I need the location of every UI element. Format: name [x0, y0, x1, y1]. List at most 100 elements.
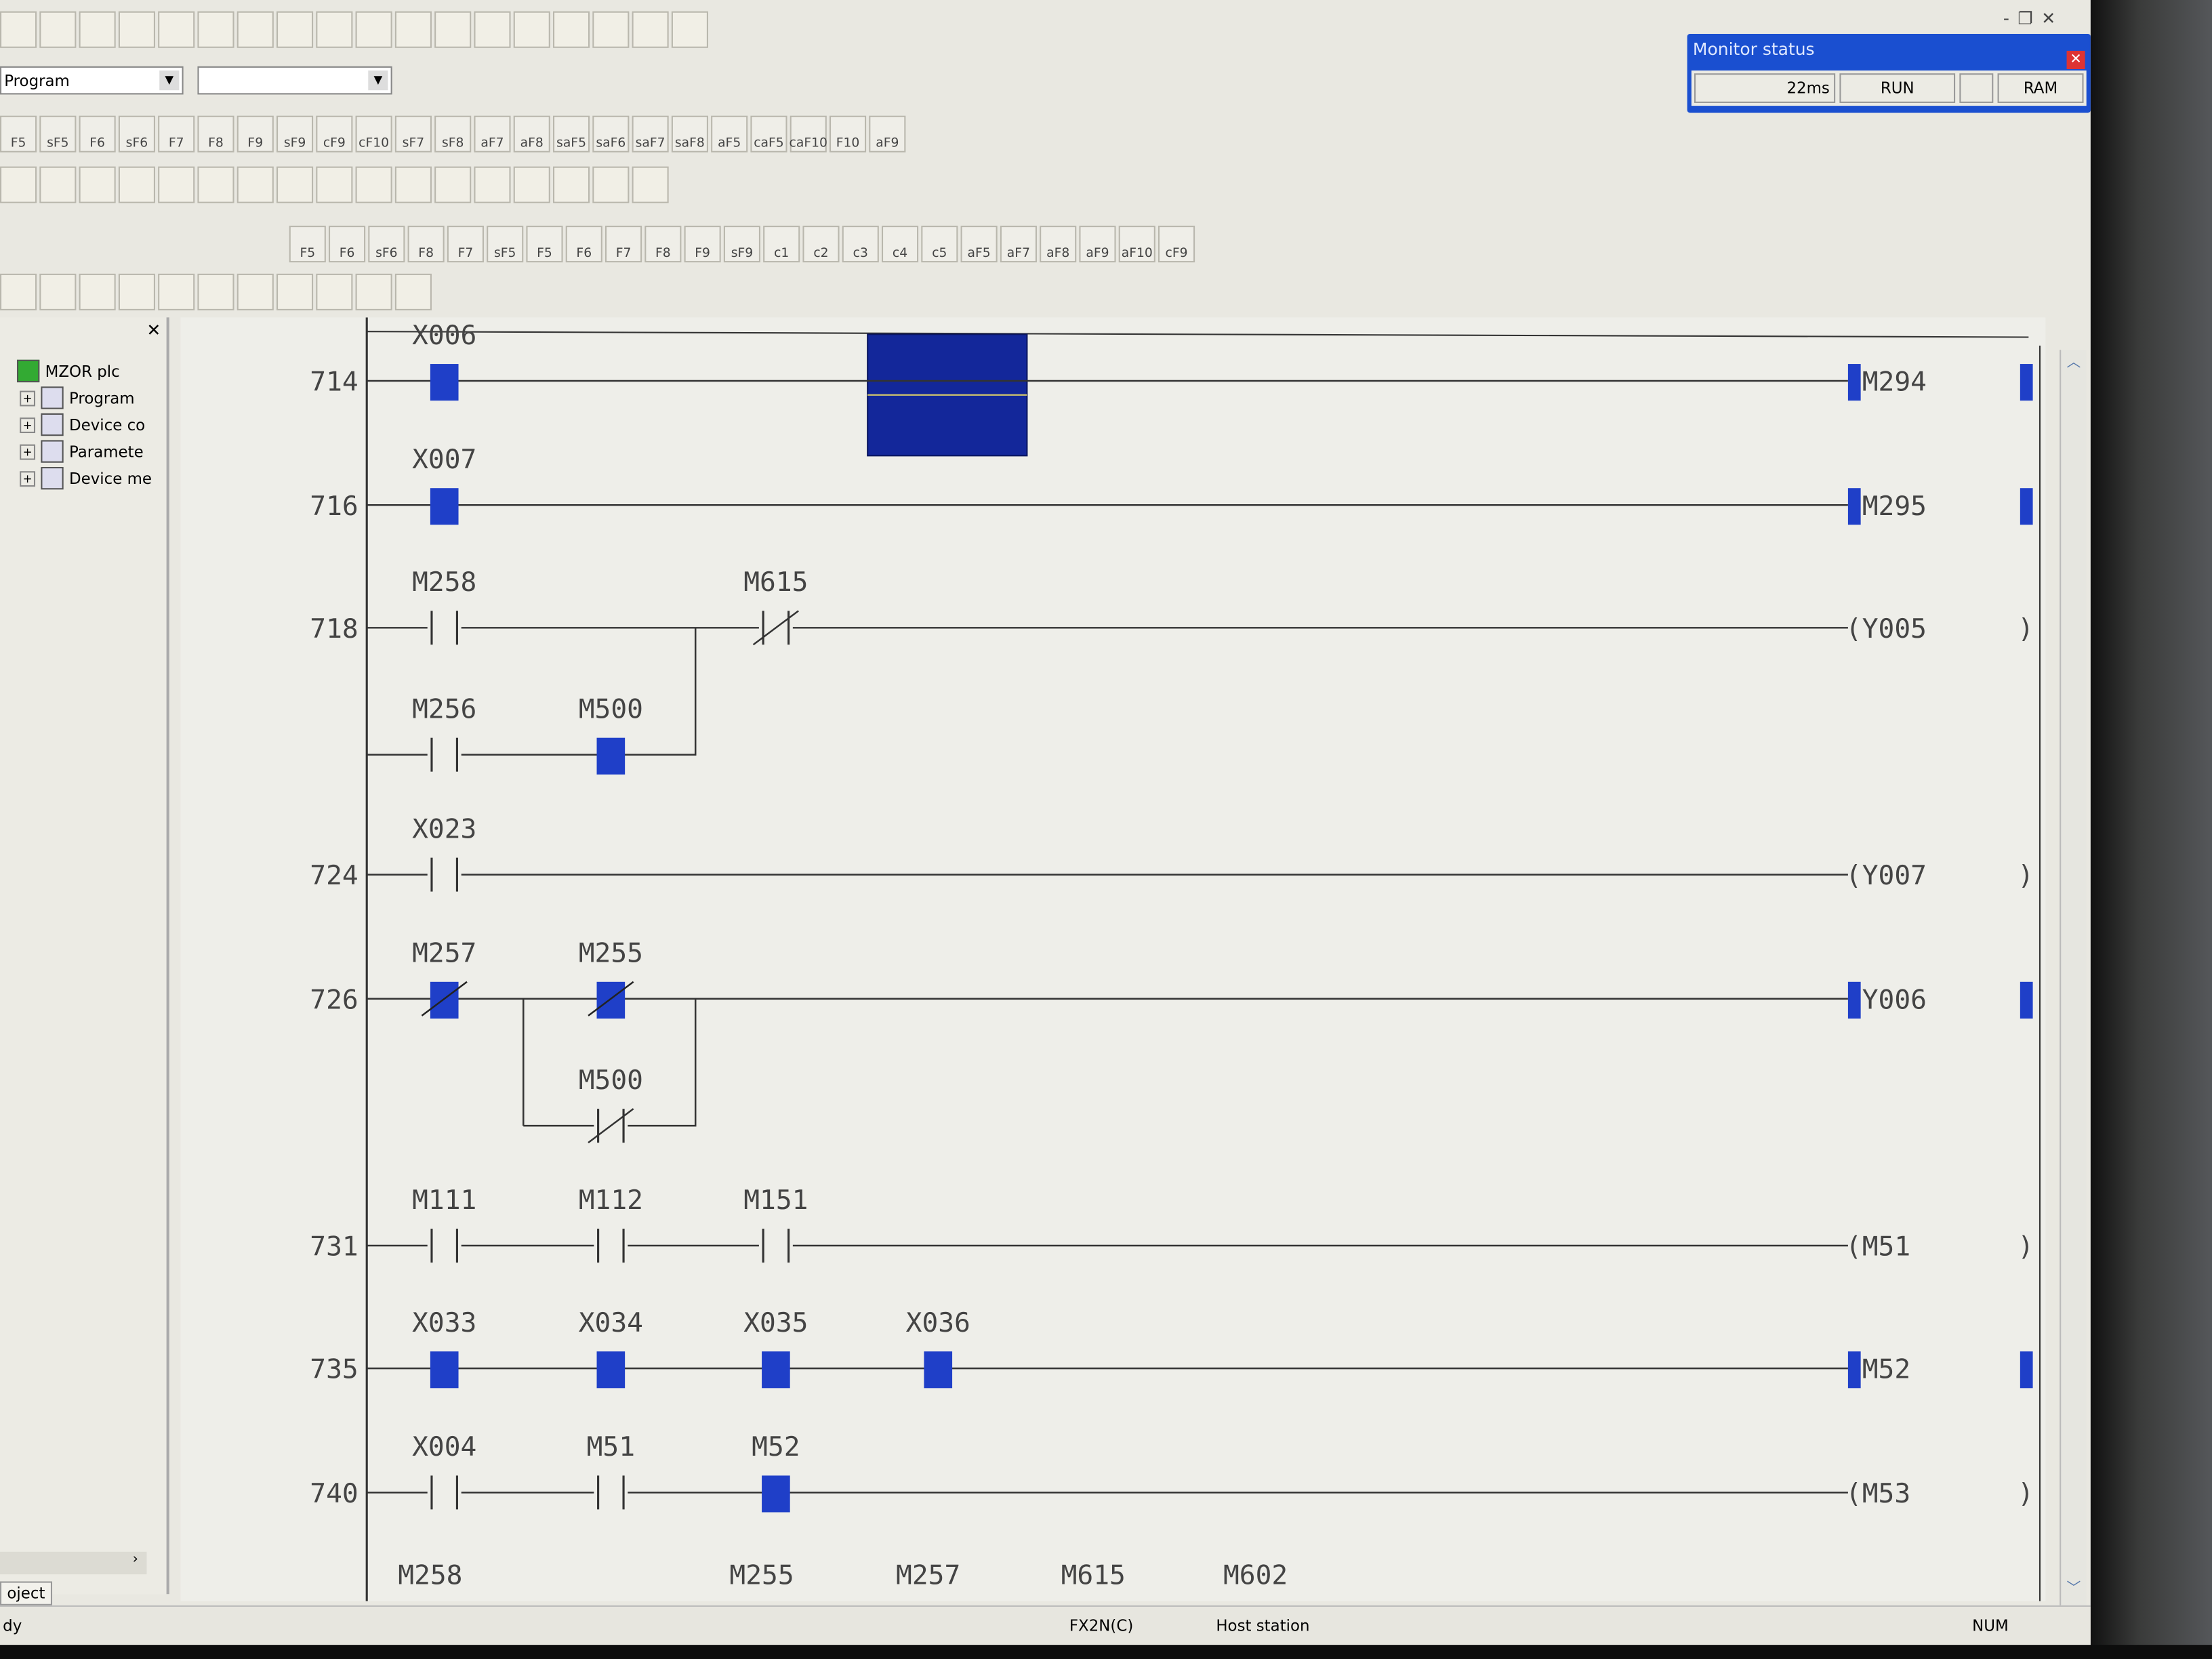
coil-m295-on[interactable] [1847, 488, 1861, 525]
ladder-tool-caf5[interactable]: caF5 [750, 115, 787, 152]
ladder-tool-cf10[interactable]: cF10 [355, 115, 392, 152]
expand-icon[interactable]: + [20, 417, 36, 433]
statement-icon[interactable] [118, 166, 155, 203]
contact-x036-on[interactable] [924, 1351, 953, 1389]
device-test-icon[interactable] [474, 166, 511, 203]
close-icon[interactable]: ✕ [146, 320, 161, 340]
ladder-tool-f6[interactable]: F6 [79, 115, 116, 152]
block-select[interactable]: ▼ [197, 66, 392, 95]
ladder-mode-icon[interactable] [0, 166, 37, 203]
monitor-write-icon[interactable] [355, 166, 392, 203]
tree-hscrollbar[interactable]: › [0, 1551, 147, 1575]
tree-root[interactable]: MZOR plc [16, 359, 120, 383]
window-controls[interactable]: -❐✕ [2003, 8, 2064, 28]
ladder-tool-sf7[interactable]: sF7 [394, 115, 432, 152]
ladder-diagram[interactable]: 714 X006 M294 716 X007 M295 718 M258 M615 M256 M50… [180, 317, 2045, 1601]
contact-m500-on[interactable] [596, 737, 626, 775]
ladder-tool-f10[interactable]: F10 [829, 115, 867, 152]
minimize-button[interactable]: - [2003, 8, 2018, 28]
contact-m257-on[interactable] [430, 981, 459, 1019]
ladder-tool-f8[interactable]: F8 [644, 226, 682, 263]
batch-icon[interactable] [316, 166, 353, 203]
ladder-tool-af10[interactable]: aF10 [1118, 226, 1155, 263]
monitor-start-icon[interactable] [671, 11, 708, 48]
contact-x035-on[interactable] [762, 1351, 790, 1389]
ladder-tool-f8[interactable]: F8 [407, 226, 445, 263]
close-icon[interactable]: ✕ [2066, 50, 2085, 69]
new-icon[interactable] [0, 11, 37, 48]
tree-item-device-comment[interactable]: + Device co [20, 413, 145, 436]
contact-x023[interactable] [427, 857, 462, 892]
find-device-icon[interactable] [394, 11, 432, 48]
chevron-up-icon[interactable]: ︿ [2066, 355, 2081, 371]
contact-x033-on[interactable] [430, 1351, 459, 1389]
find-icon[interactable] [355, 11, 392, 48]
cross-ref-icon[interactable] [276, 166, 314, 203]
close-button[interactable]: ✕ [2041, 8, 2064, 28]
ladder-tool-sf9[interactable]: sF9 [723, 226, 760, 263]
zoom-out-icon[interactable] [592, 11, 630, 48]
coil-y006-on[interactable] [1847, 981, 1861, 1019]
jump-icon[interactable] [79, 273, 116, 310]
find-instruction-icon[interactable] [434, 11, 472, 48]
contact-m51[interactable] [594, 1475, 628, 1510]
cut-icon[interactable] [158, 11, 195, 48]
ladder-tool-f7[interactable]: F7 [605, 226, 642, 263]
copy-icon[interactable] [197, 11, 234, 48]
ladder-tool-f5[interactable]: F5 [526, 226, 563, 263]
ladder-tool-sf8[interactable]: sF8 [434, 115, 472, 152]
replace-icon[interactable] [118, 273, 155, 310]
ladder-tool-cf9[interactable]: cF9 [1158, 226, 1195, 263]
ladder-tool-sf9[interactable]: sF9 [276, 115, 314, 152]
ladder-tool-f5[interactable]: F5 [289, 226, 326, 263]
entry-icon[interactable] [394, 166, 432, 203]
tree-item-program[interactable]: + Program [20, 386, 135, 409]
comment-edit-icon[interactable] [434, 166, 472, 203]
open-icon[interactable] [39, 11, 77, 48]
ladder-tool-sf5[interactable]: sF5 [39, 115, 77, 152]
coil-m52-on[interactable] [1847, 1351, 1861, 1389]
ladder-tool-sf6[interactable]: sF6 [368, 226, 405, 263]
ladder-tool-f8[interactable]: F8 [197, 115, 234, 152]
ladder-tool-c4[interactable]: c4 [882, 226, 919, 263]
read-mode-icon[interactable] [197, 273, 234, 310]
edit-icon[interactable] [158, 273, 195, 310]
ladder-tool-af8[interactable]: aF8 [1040, 226, 1077, 263]
contact-m52-on[interactable] [762, 1475, 790, 1513]
contact-x006-on[interactable] [430, 364, 459, 401]
ladder-tool-af9[interactable]: aF9 [1079, 226, 1116, 263]
step-in-icon[interactable] [0, 273, 37, 310]
project-tab[interactable]: oject [0, 1581, 52, 1605]
ladder-tool-f5[interactable]: F5 [0, 115, 37, 152]
ladder-editor[interactable]: 714 X006 M294 716 X007 M295 718 M258 M615 M256 M50… [180, 317, 2046, 1601]
search-device-icon[interactable] [237, 166, 274, 203]
ladder-tool-f9[interactable]: F9 [237, 115, 274, 152]
monitor-icon[interactable] [632, 11, 669, 48]
print-icon[interactable] [118, 11, 155, 48]
expand-icon[interactable]: + [20, 470, 36, 487]
ladder-tool-sf5[interactable]: sF5 [487, 226, 524, 263]
print-preview-icon[interactable] [394, 273, 432, 310]
ladder-tool-f6[interactable]: F6 [565, 226, 602, 263]
ladder-tool-saf5[interactable]: saF5 [552, 115, 590, 152]
ladder-tool-c2[interactable]: c2 [802, 226, 840, 263]
ladder-tool-c1[interactable]: c1 [763, 226, 800, 263]
delete-icon[interactable] [316, 273, 353, 310]
ladder-monitor-icon[interactable] [592, 166, 630, 203]
zoom-icon[interactable] [632, 166, 669, 203]
restore-button[interactable]: ❐ [2018, 8, 2042, 28]
save-icon[interactable] [79, 11, 116, 48]
ladder-tool-c3[interactable]: c3 [842, 226, 879, 263]
alias-icon[interactable] [197, 166, 234, 203]
contact-m151[interactable] [758, 1229, 793, 1263]
ladder-tool-af7[interactable]: aF7 [1000, 226, 1037, 263]
contact-m111[interactable] [427, 1229, 462, 1263]
ladder-tool-sf6[interactable]: sF6 [118, 115, 155, 152]
contact-x007-on[interactable] [430, 488, 459, 525]
device-comment-icon[interactable] [79, 166, 116, 203]
ladder-tool-af5[interactable]: aF5 [711, 115, 748, 152]
write-icon[interactable] [474, 11, 511, 48]
ladder-vscrollbar[interactable]: ︿ ﹀ [2060, 350, 2087, 1605]
zoom-in-icon[interactable] [552, 11, 590, 48]
read-icon[interactable] [513, 11, 550, 48]
